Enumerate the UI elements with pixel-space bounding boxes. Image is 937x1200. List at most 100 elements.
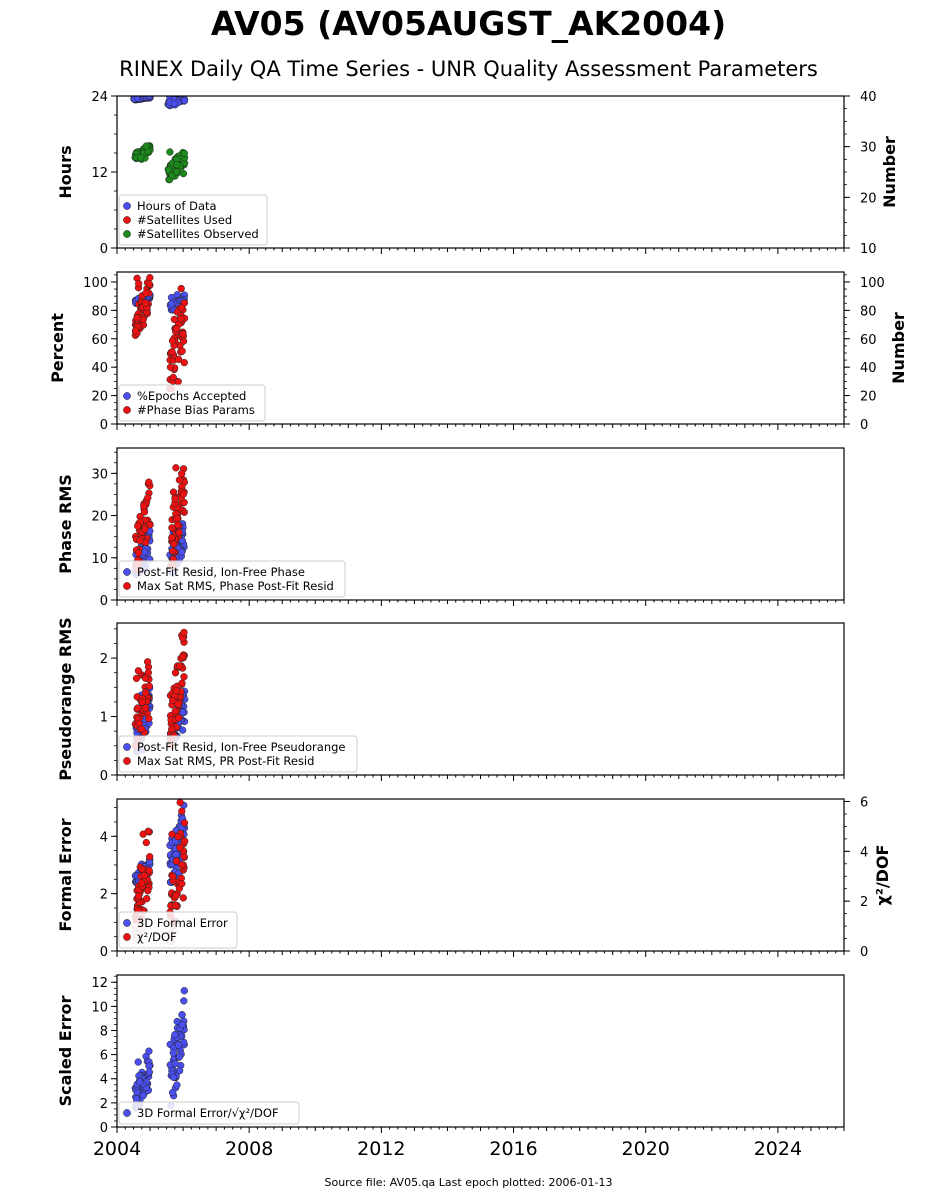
y-tick-label: 8 [100, 1024, 108, 1039]
data-point [175, 476, 184, 484]
legend-marker [123, 230, 131, 238]
data-point [174, 521, 182, 529]
data-point [135, 279, 143, 288]
data-point [144, 494, 152, 502]
data-points [131, 274, 189, 393]
legend-marker [123, 933, 131, 941]
data-point [140, 508, 149, 516]
data-point [134, 704, 142, 712]
data-point [172, 168, 181, 176]
data-point [177, 304, 186, 312]
y-tick-label: 40 [91, 361, 108, 376]
data-point [132, 1095, 141, 1103]
y-tick-label: 0 [100, 242, 108, 257]
data-point [134, 892, 143, 900]
y-axis-label: Hours [56, 145, 75, 198]
data-point [134, 667, 143, 675]
data-point [169, 1073, 178, 1081]
y-tick-label: 1 [100, 711, 108, 726]
data-point [143, 658, 152, 666]
series-phase-bias-params [131, 274, 189, 393]
data-point [139, 1091, 147, 1100]
panel-scaled-error: 2004 2008 2012 2016 2020 2024 0 2 4 6 8 10 12 Scaled … [56, 974, 845, 1160]
data-point [177, 315, 185, 323]
data-point [145, 280, 153, 288]
data-points [130, 96, 189, 184]
data-point [180, 997, 188, 1005]
y-tick-label: 24 [91, 90, 108, 105]
data-point [134, 549, 143, 557]
data-point [178, 880, 186, 888]
data-point [142, 704, 150, 712]
y-right-tick-label: 60 [860, 333, 877, 348]
legend: %Epochs Accepted#Phase Bias Params [118, 384, 266, 422]
data-point [174, 1041, 183, 1049]
data-point [168, 524, 176, 532]
data-point [178, 1011, 186, 1019]
legend-entry: #Satellites Used [137, 213, 232, 227]
data-point [180, 987, 188, 995]
data-point [169, 1049, 177, 1057]
x-tick-label: 2008 [225, 1138, 273, 1160]
y-right-tick-label: 10 [860, 242, 877, 257]
panel-formal-error: 0 2 4 0 2 4 6 χ²/DOF Formal Error 3D Formal Error… [56, 795, 892, 960]
data-point [131, 327, 140, 335]
y-axis-label: Pseudorange RMS [56, 617, 75, 780]
y-tick-label: 4 [100, 1073, 108, 1088]
data-point [168, 348, 176, 356]
data-point [137, 154, 145, 162]
data-point [179, 330, 187, 338]
data-point [177, 284, 185, 293]
data-point [169, 547, 177, 555]
legend-entry: 3D Formal Error/√χ²/DOF [137, 1106, 279, 1120]
data-point [172, 850, 180, 859]
data-point [144, 887, 152, 895]
data-point [142, 289, 150, 297]
data-point [139, 315, 147, 324]
y-right-tick-label: 0 [860, 945, 868, 960]
data-point [173, 1081, 181, 1089]
y-tick-label: 0 [100, 418, 108, 433]
data-point [144, 827, 152, 835]
x-tick-label: 2016 [489, 1138, 537, 1160]
y-tick-label: 20 [91, 390, 108, 405]
data-point [145, 866, 153, 875]
data-point [168, 1088, 177, 1097]
data-point [133, 1088, 142, 1096]
panel-percent: 0 20 40 60 80 100 0 20 40 60 80 100 Number Percent %Ep… [48, 271, 908, 433]
y-tick-label: 10 [91, 1000, 108, 1015]
data-point [178, 861, 186, 869]
legend: 3D Formal Error/√χ²/DOF [118, 1101, 300, 1125]
y-tick-label: 0 [100, 594, 108, 609]
y-right-tick-label: 2 [860, 895, 868, 910]
data-point [169, 373, 177, 382]
y-tick-label: 0 [100, 945, 108, 960]
data-point [134, 1058, 142, 1066]
legend-marker [123, 202, 131, 210]
data-point [167, 300, 176, 308]
data-point [169, 872, 177, 881]
y-right-axis-label: Number [889, 312, 908, 384]
data-point [175, 662, 184, 670]
data-point [138, 698, 146, 706]
data-point [145, 478, 153, 486]
data-point [140, 871, 148, 880]
legend-box [118, 194, 268, 246]
data-point [173, 324, 181, 333]
data-point [172, 687, 181, 695]
data-point [142, 142, 150, 150]
legend-entry: Max Sat RMS, Phase Post-Fit Resid [137, 579, 334, 593]
source-note: Source file: AV05.qa Last epoch plotted:… [324, 1176, 613, 1189]
data-point [171, 707, 179, 715]
data-point [173, 514, 181, 523]
y-tick-label: 6 [100, 1049, 108, 1064]
data-point [168, 725, 176, 733]
data-point [178, 679, 186, 687]
data-point [172, 892, 180, 900]
legend-marker [123, 216, 131, 224]
data-point [134, 522, 142, 530]
data-point [179, 653, 187, 661]
legend-marker [123, 919, 131, 927]
